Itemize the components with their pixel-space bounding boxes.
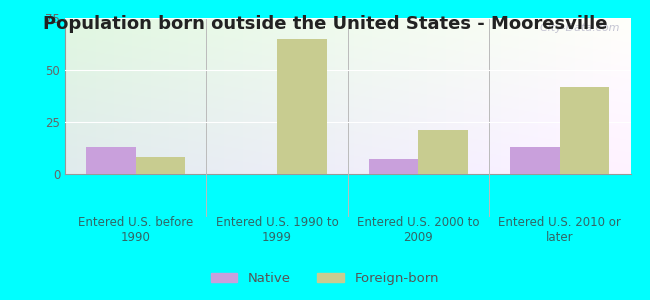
- Bar: [419, 130, 468, 174]
- Text: Entered U.S. 1990 to
1999: Entered U.S. 1990 to 1999: [216, 216, 339, 244]
- Bar: [277, 39, 326, 174]
- Bar: [86, 147, 136, 174]
- Text: Population born outside the United States - Mooresville: Population born outside the United State…: [43, 15, 607, 33]
- Text: City-Data.com: City-Data.com: [533, 23, 619, 33]
- Text: Entered U.S. 2000 to
2009: Entered U.S. 2000 to 2009: [358, 216, 480, 244]
- Bar: [136, 158, 185, 174]
- Bar: [369, 159, 419, 174]
- Bar: [510, 147, 560, 174]
- Text: Entered U.S. before
1990: Entered U.S. before 1990: [78, 216, 193, 244]
- Text: Entered U.S. 2010 or
later: Entered U.S. 2010 or later: [499, 216, 621, 244]
- Bar: [560, 87, 609, 174]
- Legend: Native, Foreign-born: Native, Foreign-born: [206, 267, 444, 290]
